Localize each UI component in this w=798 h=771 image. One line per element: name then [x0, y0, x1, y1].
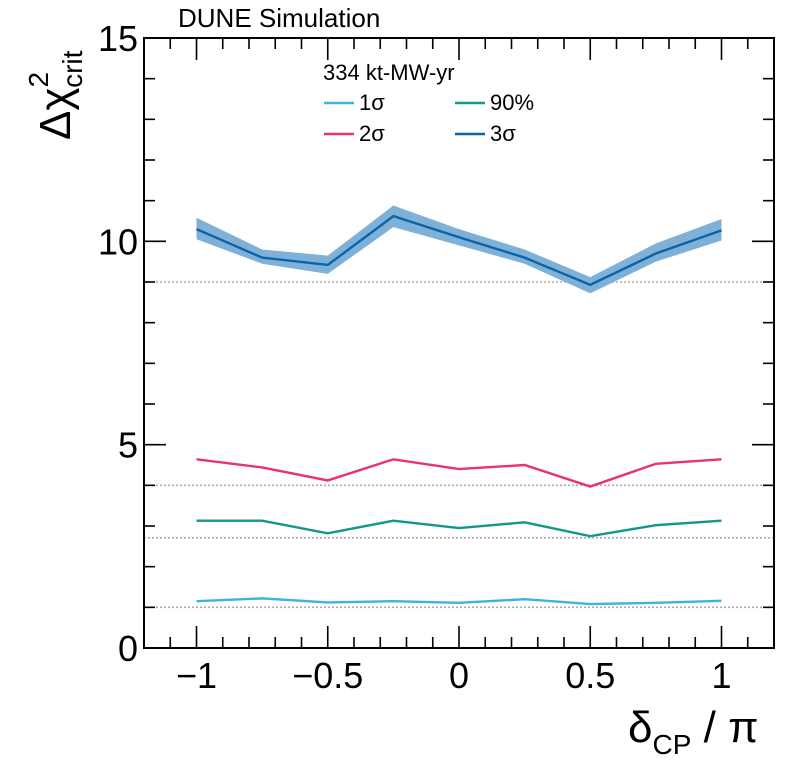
y-axis-label-sup: 2: [23, 72, 54, 88]
band-3sigma: [196, 205, 722, 294]
series-line: [196, 214, 722, 287]
three-sigma-band: [196, 205, 722, 294]
x-tick-label: 0: [449, 655, 469, 696]
chart-header: DUNE Simulation: [178, 3, 380, 33]
x-tick-label: −0.5: [292, 655, 363, 696]
y-tick-label: 15: [98, 18, 138, 59]
y-tick-label: 10: [98, 221, 138, 262]
x-tick-label: 1: [711, 655, 731, 696]
x-axis-label: δCP / π: [628, 703, 758, 760]
x-tick-label: −1: [176, 655, 217, 696]
axis-ticks: [143, 37, 775, 649]
y-axis-label: Δχ2 crit: [23, 50, 88, 140]
x-axis-label-sub: CP: [653, 729, 692, 760]
reference-lines: [144, 281, 774, 609]
legend: 334 kt-MW-yr 1σ 90% 2σ 3σ: [323, 60, 534, 146]
y-axis-label-main: Δχ: [31, 88, 80, 141]
legend-label: 90%: [490, 90, 534, 115]
y-axis-label-sub: crit: [57, 50, 88, 88]
y-tick-label: 5: [118, 425, 138, 466]
legend-label: 2σ: [359, 121, 385, 146]
legend-label: 1σ: [359, 90, 385, 115]
x-axis-label-main: δ: [628, 703, 653, 752]
exposure-label: 334 kt-MW-yr: [323, 60, 455, 85]
y-tick-label: 0: [118, 628, 138, 669]
x-axis-label-rest: / π: [691, 703, 758, 752]
series-line: [196, 519, 722, 538]
plot-frame: [143, 37, 775, 649]
series-line: [196, 458, 722, 488]
series-line: [196, 597, 722, 606]
x-tick-label: 0.5: [565, 655, 615, 696]
series-lines: [196, 214, 722, 606]
legend-label: 3σ: [490, 121, 516, 146]
